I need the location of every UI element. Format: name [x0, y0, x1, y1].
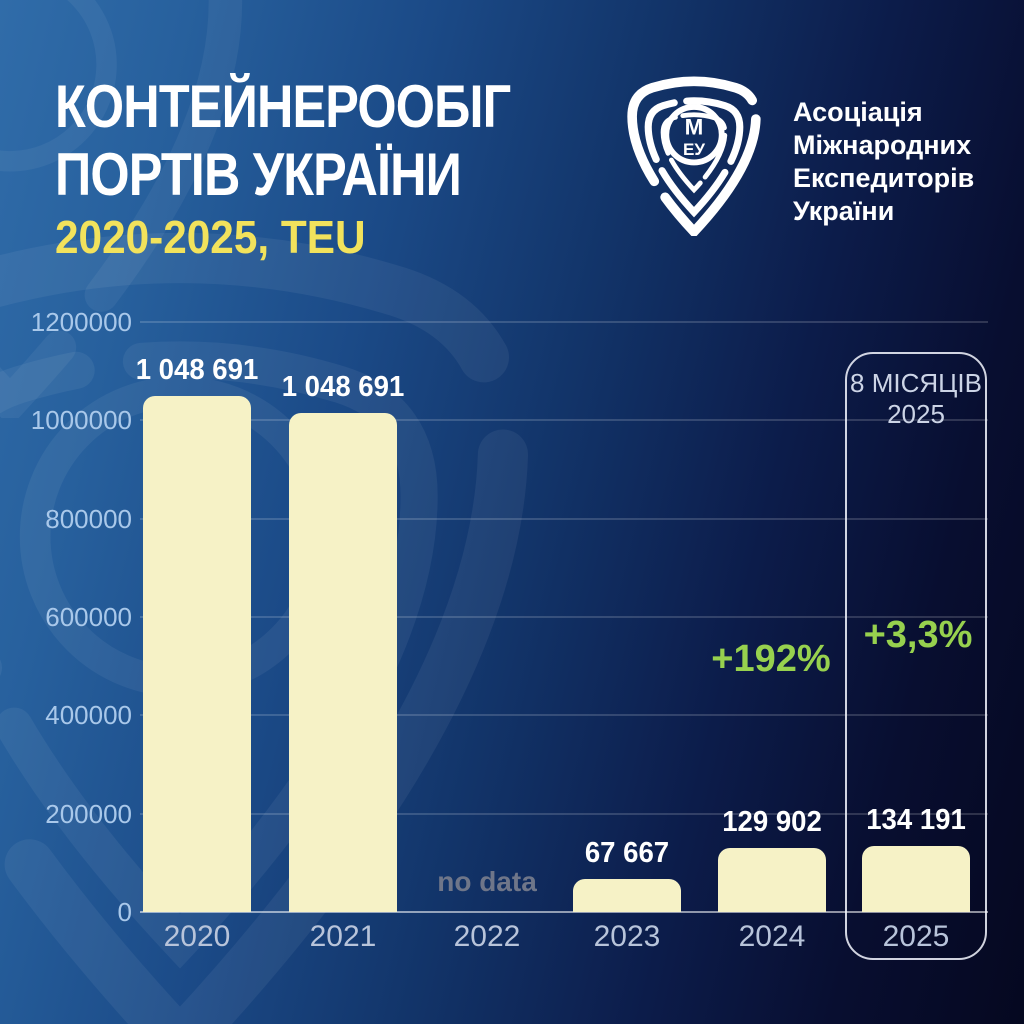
- y-axis-tick-label: 1000000: [30, 405, 132, 436]
- association-shield-logo-icon: М ЕУ: [627, 76, 761, 236]
- highlight-box-2025: [845, 352, 987, 960]
- bar-2021: [289, 413, 397, 912]
- y-axis-tick-label: 400000: [45, 700, 132, 731]
- gridline: [140, 517, 988, 520]
- logo-monogram-top: М: [685, 115, 704, 140]
- x-axis-line: [140, 911, 988, 913]
- association-name-line1: Асоціація: [793, 97, 923, 127]
- bar-value-label-2025: 134 191: [866, 804, 966, 836]
- association-name-line4: України: [793, 196, 895, 226]
- y-axis-tick-label: 200000: [45, 798, 132, 829]
- y-axis-tick-label: 1200000: [30, 307, 132, 337]
- bar-2020: [143, 396, 251, 912]
- x-axis-year-label-2022: 2022: [453, 920, 521, 953]
- bar-value-label-2023: 67 667: [584, 837, 670, 869]
- gridline: [140, 616, 988, 618]
- highlight-box-label: 8 МІСЯЦІВ 2025: [845, 368, 987, 430]
- bar-value-label-2021: 1 048 691: [281, 371, 405, 403]
- bar-value-label-2024: 129 902: [722, 806, 822, 838]
- logo-monogram-bottom: ЕУ: [683, 140, 705, 159]
- association-name-line2: Міжнародних: [793, 130, 972, 160]
- x-axis-year-label-2020: 2020: [163, 920, 231, 953]
- no-data-label: no data: [437, 866, 537, 897]
- growth-annotation-2025: +3,3%: [863, 614, 973, 656]
- gridline: [140, 812, 988, 815]
- bar-2024: [718, 848, 826, 912]
- bar-2025: [862, 846, 970, 912]
- growth-annotation-2024: +192%: [711, 638, 831, 680]
- highlight-box-label-line1: 8 МІСЯЦІВ: [850, 368, 982, 398]
- x-axis-year-label-2023: 2023: [593, 920, 661, 953]
- y-axis-tick-label: 600000: [45, 602, 132, 632]
- watermark-emblem-icon: [0, 0, 243, 418]
- x-axis-year-label-2025: 2025: [882, 920, 950, 953]
- y-axis-tick-label: 800000: [45, 503, 132, 534]
- x-axis-year-label-2024: 2024: [738, 920, 806, 953]
- page-title-line1: КОНТЕЙНЕРООБІГ: [55, 73, 511, 140]
- association-name-line3: Експедиторів: [793, 163, 975, 193]
- bar-2023: [573, 879, 681, 912]
- bar-value-label-2020: 1 048 691: [135, 354, 259, 386]
- gridline: [140, 321, 988, 323]
- page-subtitle: 2020-2025, TEU: [55, 211, 366, 263]
- page-title-line2: ПОРТІВ УКРАЇНИ: [55, 141, 462, 208]
- y-axis-tick-label: 0: [117, 897, 132, 927]
- association-name: Асоціація Міжнародних Експедиторів Украї…: [793, 96, 974, 228]
- gridline: [140, 714, 988, 717]
- gridline: [140, 419, 988, 422]
- x-axis-year-label-2021: 2021: [309, 920, 377, 953]
- highlight-box-label-line2: 2025: [887, 399, 945, 429]
